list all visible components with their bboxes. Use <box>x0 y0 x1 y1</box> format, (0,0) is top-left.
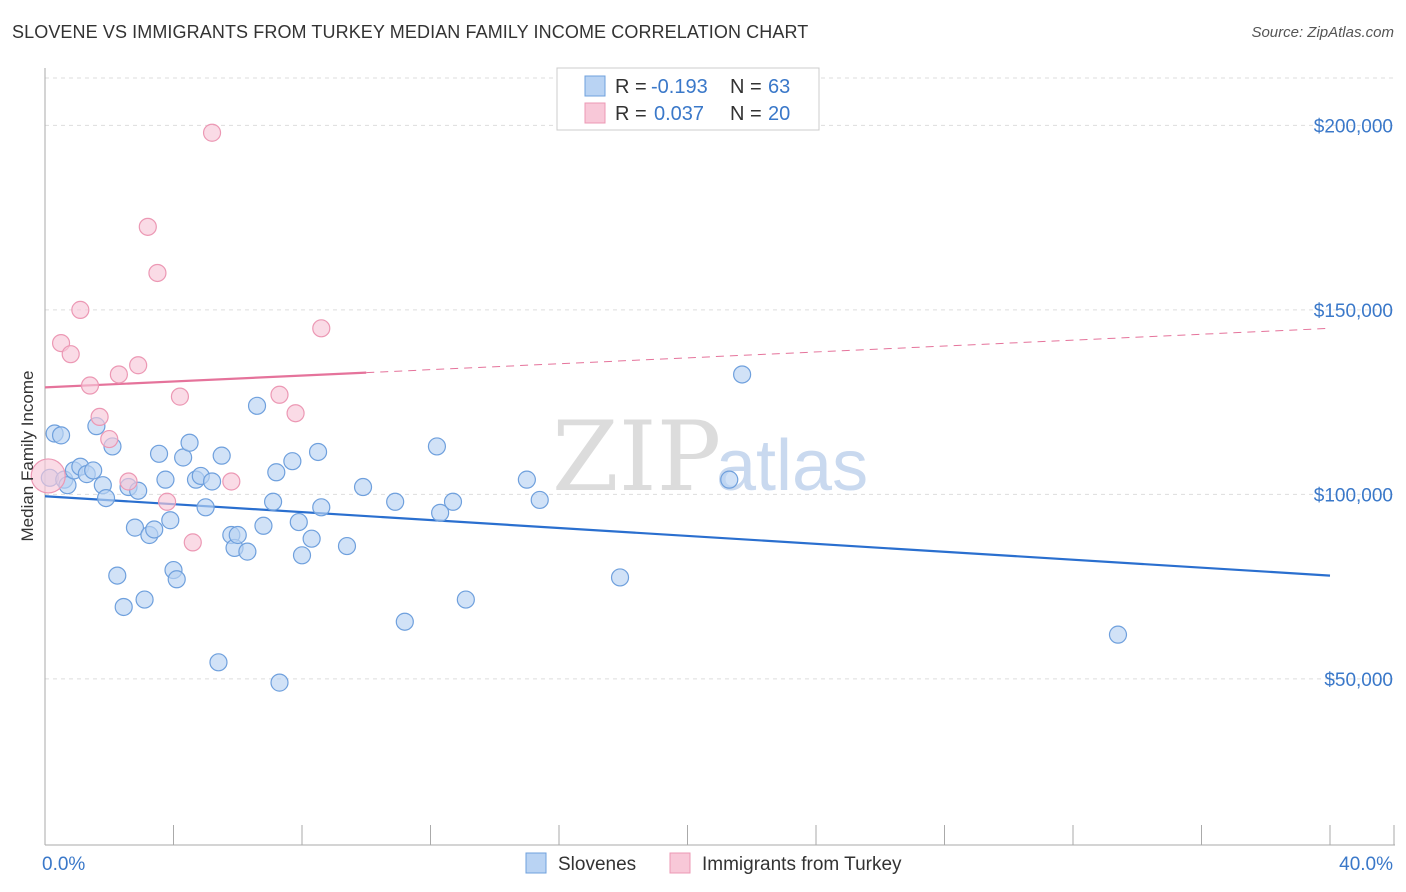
turkey-point-3 <box>71 300 90 319</box>
legend-swatch-turkey <box>584 102 606 124</box>
slovenes-point-37 <box>238 542 257 561</box>
slovenes-point-21 <box>149 444 169 463</box>
turkey-point-0 <box>30 458 66 494</box>
slovenes-point-31 <box>202 472 222 491</box>
slovenes-point-25 <box>167 570 186 589</box>
slovenes-point-20 <box>145 520 164 539</box>
slovenes-point-14 <box>114 597 133 617</box>
slovenes-point-46 <box>302 529 321 548</box>
slovenes-point-60 <box>720 470 739 489</box>
slovenes-point-62 <box>1108 625 1128 644</box>
legend-r-label-0: R = <box>615 76 647 98</box>
series-legend-label-slovenes: Slovenes <box>558 854 636 875</box>
slovenes-point-55 <box>443 492 463 511</box>
slovenes-point-40 <box>263 492 283 511</box>
slovenes-point-49 <box>337 536 357 556</box>
slovenes-point-13 <box>108 566 127 585</box>
slovenes-point-11 <box>96 488 116 508</box>
slovenes-point-30 <box>196 498 215 517</box>
turkey-point-18 <box>286 404 305 423</box>
y-tick-label-3: $200,000 <box>1314 116 1393 137</box>
turkey-point-17 <box>270 385 289 404</box>
legend-n-label-0: N = <box>730 76 762 98</box>
slovenes-trend-line <box>44 495 1331 577</box>
axes <box>44 68 1395 846</box>
legend-n-label-1: N = <box>730 103 762 125</box>
turkey-point-19 <box>312 319 331 338</box>
slovenes-point-54 <box>431 503 450 522</box>
turkey-point-15 <box>202 123 222 142</box>
slovenes-point-23 <box>161 511 180 530</box>
slovenes-point-57 <box>517 470 536 489</box>
slovenes-point-45 <box>292 546 312 565</box>
turkey-point-16 <box>222 472 241 491</box>
legend-r-label-1: R = <box>615 103 647 125</box>
legend-r-value-0: -0.193 <box>651 76 708 98</box>
turkey-point-6 <box>100 429 119 449</box>
slovenes-point-38 <box>247 396 267 415</box>
slovenes-point-53 <box>427 437 447 456</box>
slovenes-point-47 <box>308 442 328 462</box>
turkey-point-10 <box>138 217 157 236</box>
turkey-point-14 <box>183 533 202 552</box>
legend-n-value-0: 63 <box>768 76 790 98</box>
slovenes-point-58 <box>530 490 549 510</box>
slovenes-point-43 <box>283 452 302 471</box>
slovenes-point-22 <box>156 470 175 489</box>
x-tick-label-min: 0.0% <box>42 854 85 875</box>
slovenes-point-16 <box>125 518 145 537</box>
turkey-point-5 <box>90 407 109 427</box>
slovenes-point-41 <box>267 463 286 482</box>
turkey-point-8 <box>119 472 138 491</box>
y-tick-labels: $50,000 $100,000 $150,000 $200,000 <box>1314 116 1393 691</box>
y-tick-label-1: $100,000 <box>1314 485 1393 506</box>
data-points <box>30 123 1128 692</box>
slovenes-point-44 <box>289 512 308 532</box>
slovenes-point-2 <box>51 426 71 445</box>
turkey-point-2 <box>61 345 80 364</box>
turkey-point-12 <box>157 492 177 511</box>
turkey-trend-line-extended <box>366 327 1331 374</box>
y-axis-label: Median Family Income <box>18 370 37 541</box>
slovenes-point-50 <box>353 477 373 497</box>
slovenes-point-52 <box>395 612 414 631</box>
turkey-point-11 <box>148 263 167 283</box>
y-tick-label-0: $50,000 <box>1324 670 1393 691</box>
slovenes-point-59 <box>610 568 630 587</box>
slovenes-point-42 <box>270 673 289 692</box>
slovenes-point-56 <box>456 590 475 609</box>
series-legend-label-turkey: Immigrants from Turkey <box>702 854 902 875</box>
series-legend-swatch-turkey <box>669 852 691 874</box>
slovenes-point-8 <box>84 461 103 480</box>
watermark-atlas: atlas <box>716 426 868 506</box>
turkey-point-4 <box>80 376 100 395</box>
turkey-point-13 <box>170 387 190 406</box>
series-legend-swatch-slovenes <box>525 852 547 874</box>
slovenes-point-61 <box>733 365 752 384</box>
watermark-zip: ZIP <box>552 401 721 513</box>
slovenes-point-32 <box>209 653 228 672</box>
y-tick-label-2: $150,000 <box>1314 301 1393 322</box>
turkey-point-7 <box>109 365 128 384</box>
slovenes-point-48 <box>312 498 331 517</box>
legend-r-value-1: 0.037 <box>654 103 704 125</box>
turkey-point-9 <box>129 356 148 375</box>
legend-n-value-1: 20 <box>768 103 790 125</box>
correlation-legend: R = -0.193 N = 63 R = 0.037 N = 20 <box>556 67 820 131</box>
slovenes-point-51 <box>386 492 405 511</box>
series-legend: Slovenes Immigrants from Turkey <box>525 852 902 875</box>
chart-title: SLOVENE VS IMMIGRANTS FROM TURKEY MEDIAN… <box>12 22 809 42</box>
x-tick-label-max: 40.0% <box>1339 854 1393 875</box>
slovenes-point-33 <box>212 446 231 465</box>
chart-source: Source: ZipAtlas.com <box>1251 24 1394 41</box>
legend-swatch-slovenes <box>584 75 606 97</box>
slovenes-point-18 <box>135 590 154 609</box>
slovenes-point-36 <box>228 525 247 545</box>
x-tick-labels: 0.0% 40.0% <box>42 854 1393 875</box>
watermark: ZIP atlas <box>552 401 868 513</box>
slovenes-point-27 <box>180 433 199 452</box>
slovenes-point-39 <box>254 516 273 535</box>
